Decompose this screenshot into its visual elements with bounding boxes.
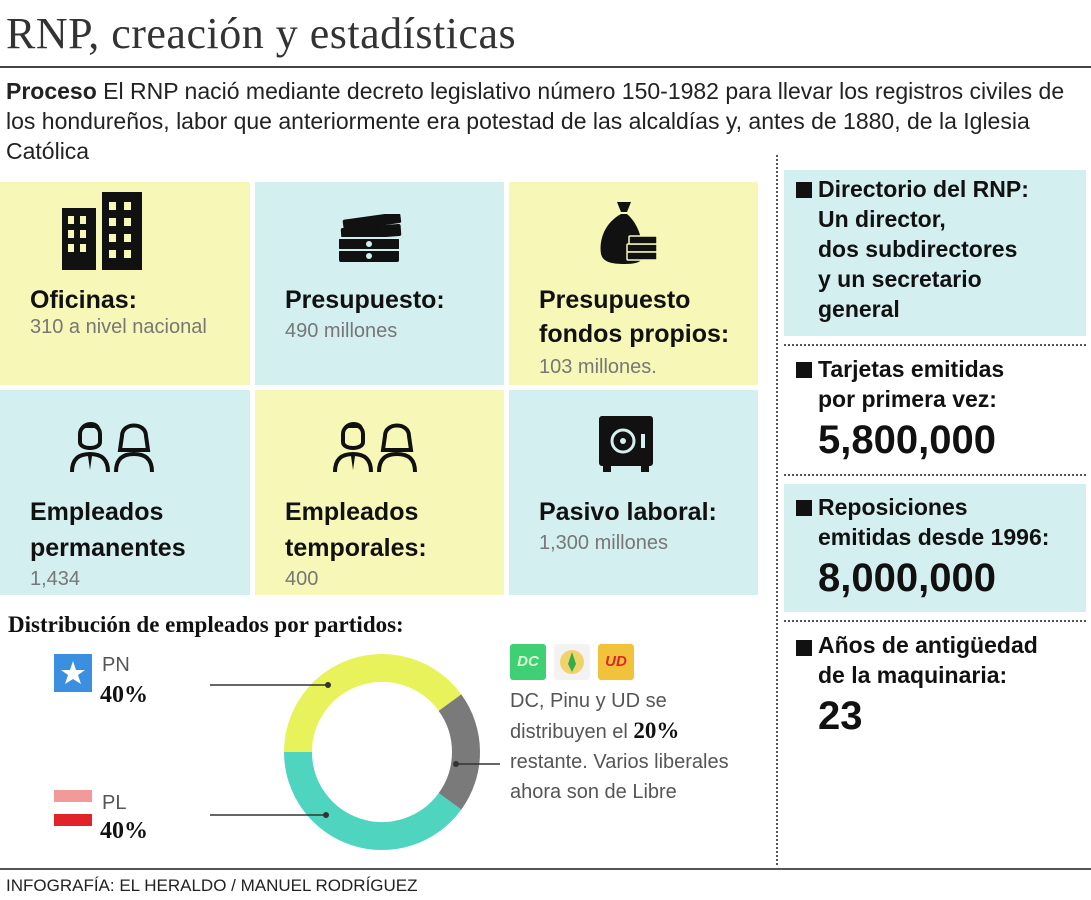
note-bold-pct: 20% bbox=[633, 718, 680, 743]
tile-value: 310 a nivel nacional bbox=[30, 316, 207, 338]
tile-empleados-temporales: Empleados temporales: 400 bbox=[255, 390, 504, 595]
intro-lead: Proceso bbox=[6, 78, 97, 104]
bullet-square bbox=[796, 362, 812, 378]
tile-pasivo-laboral: Pasivo laboral: 1,300 millones bbox=[509, 390, 758, 595]
party-pct-pl: 40% bbox=[100, 818, 148, 844]
ud-logo-text: UD bbox=[605, 653, 627, 670]
dc-logo-text: DC bbox=[517, 653, 539, 670]
tile-value: 1,300 millones bbox=[539, 532, 668, 554]
sidebar-divider bbox=[784, 474, 1086, 476]
tile-label: Pasivo laboral: bbox=[539, 498, 717, 526]
donut-slice-pn bbox=[284, 654, 462, 753]
directorio-title: Directorio del RNP: bbox=[818, 176, 1029, 202]
reposiciones-label: Reposiciones bbox=[818, 494, 968, 520]
tile-label: Presupuesto bbox=[539, 286, 691, 314]
party-name-pl: PL bbox=[102, 792, 127, 814]
people-icon bbox=[70, 422, 154, 473]
tile-value: 400 bbox=[285, 568, 319, 590]
money-stack-icon bbox=[339, 214, 402, 262]
tile-label: temporales: bbox=[285, 534, 427, 562]
party-pct-pn: 40% bbox=[100, 682, 148, 708]
vertical-divider bbox=[776, 155, 778, 865]
leader-line-pn-dot bbox=[325, 682, 331, 688]
ud-logo: UD bbox=[598, 644, 634, 680]
money-bag-icon bbox=[600, 202, 658, 264]
dc-logo: DC bbox=[510, 644, 546, 680]
tile-label: Presupuesto: bbox=[285, 286, 445, 314]
donut-slice-pl bbox=[284, 751, 462, 850]
safe-icon bbox=[599, 416, 653, 472]
tile-oficinas: Oficinas: 310 a nivel nacional bbox=[0, 182, 250, 385]
bullet-square bbox=[796, 640, 812, 656]
directorio-line: dos subdirectores bbox=[818, 236, 1018, 262]
buildings-icon bbox=[62, 192, 142, 270]
tile-label: fondos propios: bbox=[539, 320, 730, 348]
reposiciones-box: Reposiciones emitidas desde 1996: 8,000,… bbox=[784, 484, 1086, 612]
directorio-line: general bbox=[818, 296, 900, 322]
intro-text: El RNP nació mediante decreto legislativ… bbox=[6, 78, 1065, 164]
tile-label: Oficinas: bbox=[30, 286, 137, 314]
tile-label: permanentes bbox=[30, 534, 186, 562]
bottom-divider bbox=[0, 868, 1091, 870]
title-divider bbox=[0, 66, 1091, 68]
sidebar-divider bbox=[784, 620, 1086, 622]
tarjetas-box: Tarjetas emitidas por primera vez: 5,800… bbox=[784, 352, 1086, 466]
chart-note: DC, Pinu y UD se distribuyen el 20% rest… bbox=[510, 686, 760, 807]
pinu-logo-icon bbox=[554, 644, 590, 680]
tile-value: 1,434 bbox=[30, 568, 81, 590]
leader-line-others-dot bbox=[453, 761, 459, 767]
bullet-square bbox=[796, 182, 812, 198]
tile-presupuesto: Presupuesto: 490 millones bbox=[255, 182, 504, 385]
people-icon bbox=[333, 422, 417, 473]
tarjetas-value: 5,800,000 bbox=[818, 418, 996, 462]
sidebar-divider bbox=[784, 344, 1086, 346]
antiguedad-label: Años de antigüedad bbox=[818, 632, 1038, 658]
donut-chart bbox=[210, 654, 500, 850]
page-title: RNP, creación y estadísticas bbox=[6, 9, 517, 58]
pl-flag-icon bbox=[54, 790, 92, 826]
antiguedad-value: 23 bbox=[818, 694, 863, 738]
bullet-square bbox=[796, 500, 812, 516]
intro-paragraph: Proceso El RNP nació mediante decreto le… bbox=[6, 76, 1066, 166]
party-name-pn: PN bbox=[102, 654, 130, 676]
tarjetas-label: por primera vez: bbox=[818, 386, 997, 412]
antiguedad-label: de la maquinaria: bbox=[818, 662, 1008, 688]
tile-label: Empleados bbox=[30, 498, 164, 526]
chart-title: Distribución de empleados por partidos: bbox=[8, 612, 404, 637]
reposiciones-value: 8,000,000 bbox=[818, 556, 996, 600]
pn-flag-icon bbox=[54, 654, 92, 692]
note-text: restante. Varios liberales ahora son de … bbox=[510, 751, 729, 803]
antiguedad-box: Años de antigüedad de la maquinaria: 23 bbox=[784, 626, 1086, 756]
directorio-box: Directorio del RNP: Un director, dos sub… bbox=[784, 170, 1086, 336]
note-text: DC, Pinu y UD se distribuyen el bbox=[510, 690, 667, 743]
leader-line-pl-dot bbox=[323, 812, 329, 818]
tile-label: Empleados bbox=[285, 498, 419, 526]
tile-empleados-permanentes: Empleados permanentes 1,434 bbox=[0, 390, 250, 595]
tile-fondos-propios: Presupuesto fondos propios: 103 millones… bbox=[509, 182, 758, 385]
reposiciones-label: emitidas desde 1996: bbox=[818, 524, 1050, 550]
credit-line: INFOGRAFÍA: EL HERALDO / MANUEL RODRÍGUE… bbox=[6, 876, 418, 895]
directorio-line: Un director, bbox=[818, 206, 946, 232]
donut-slice-others bbox=[438, 694, 480, 810]
tile-value: 490 millones bbox=[285, 320, 398, 342]
tarjetas-label: Tarjetas emitidas bbox=[818, 356, 1005, 382]
directorio-line: y un secretario bbox=[818, 266, 982, 292]
tile-value: 103 millones. bbox=[539, 356, 657, 378]
